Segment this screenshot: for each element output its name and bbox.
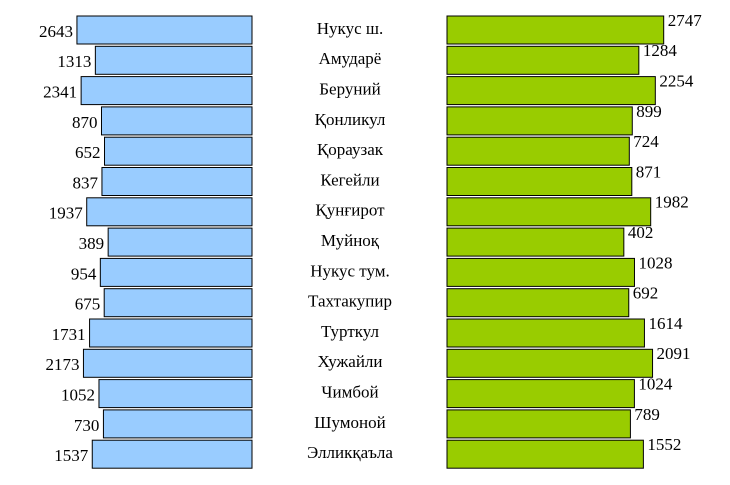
bar [446, 288, 630, 318]
bar [100, 106, 253, 136]
category-label: Нукус ш. [317, 19, 383, 38]
category-label: Нукус тум. [310, 261, 390, 280]
value-label: 2341 [43, 83, 77, 102]
value-label: 1731 [52, 325, 86, 344]
bar [89, 318, 253, 348]
bar [76, 15, 253, 45]
value-label: 730 [74, 416, 100, 435]
bar [446, 136, 630, 166]
bar [80, 76, 253, 106]
value-label: 837 [72, 173, 98, 192]
value-label: 1614 [648, 314, 683, 333]
value-label: 1052 [61, 386, 95, 405]
value-label: 1552 [647, 435, 681, 454]
category-label: Қунғирот [315, 201, 385, 220]
value-label: 402 [628, 223, 654, 242]
bar [446, 76, 656, 106]
value-label: 789 [634, 405, 660, 424]
bar [446, 15, 665, 45]
value-label: 1313 [57, 52, 91, 71]
value-label: 389 [79, 234, 105, 253]
value-label: 1937 [49, 204, 84, 223]
category-label: Қораузак [317, 140, 384, 159]
value-label: 870 [72, 113, 98, 132]
bar [446, 167, 633, 196]
bar [446, 379, 635, 409]
bar [82, 348, 253, 378]
bar [446, 227, 625, 257]
bar [446, 257, 635, 287]
value-label: 2643 [39, 22, 73, 41]
value-label: 2091 [657, 344, 691, 363]
value-label: 1024 [638, 375, 673, 394]
category-label: Шумоной [314, 413, 385, 432]
value-label: 871 [636, 162, 662, 181]
bar [101, 167, 253, 196]
bar [103, 288, 253, 318]
value-label: 1284 [643, 41, 678, 60]
bar [91, 439, 253, 469]
bar [446, 348, 654, 378]
bar [446, 409, 631, 439]
bar [107, 227, 253, 257]
value-label: 692 [633, 284, 659, 303]
bar [446, 197, 652, 227]
bar [94, 45, 253, 75]
category-label: Муйноқ [321, 231, 380, 250]
bar [104, 136, 253, 166]
value-label: 1537 [54, 446, 89, 465]
value-label: 1028 [638, 253, 672, 272]
value-label: 954 [71, 264, 97, 283]
value-label: 1982 [655, 193, 689, 212]
category-label: Хужайли [317, 352, 382, 371]
value-label: 2254 [659, 72, 694, 91]
category-label: Кегейли [320, 170, 379, 189]
bar [446, 439, 644, 469]
value-label: 2747 [668, 11, 703, 30]
category-label: Амударё [319, 49, 382, 68]
value-label: 724 [633, 132, 659, 151]
value-label: 652 [75, 143, 101, 162]
bar [446, 106, 633, 136]
category-label: Чимбой [321, 383, 378, 402]
bar [446, 318, 645, 348]
bar [86, 197, 253, 227]
value-label: 899 [636, 102, 662, 121]
category-label: Қонликул [315, 110, 386, 129]
category-label: Турткул [321, 322, 380, 341]
category-label: Тахтакупир [308, 292, 392, 311]
category-label: Элликқаъла [307, 443, 393, 462]
value-label: 675 [75, 295, 101, 314]
category-label: Беруний [319, 80, 380, 99]
bar [99, 257, 253, 287]
bar [102, 409, 253, 439]
value-label: 2173 [45, 355, 79, 374]
bar [446, 45, 640, 75]
bar [98, 379, 253, 409]
